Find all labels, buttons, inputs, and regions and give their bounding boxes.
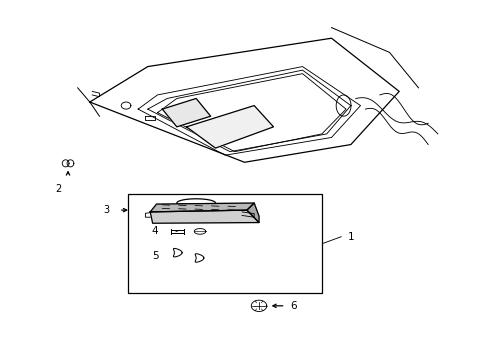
Bar (128, 194, 321, 293)
Text: 6: 6 (290, 301, 296, 311)
Polygon shape (150, 210, 259, 223)
Text: 2: 2 (55, 184, 61, 194)
Text: 4: 4 (151, 226, 158, 237)
Polygon shape (162, 99, 210, 127)
Text: 1: 1 (347, 232, 353, 242)
Polygon shape (150, 203, 254, 212)
Polygon shape (246, 203, 259, 222)
Polygon shape (186, 105, 273, 148)
Text: 3: 3 (103, 205, 110, 215)
Text: 5: 5 (151, 251, 158, 261)
